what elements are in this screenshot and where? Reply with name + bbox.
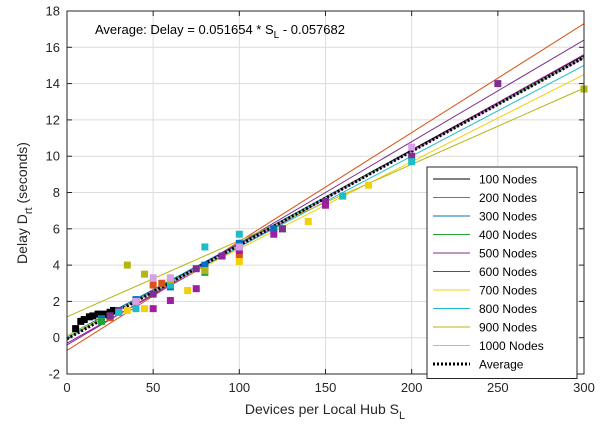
data-point [89,312,97,320]
y-tick-label: 2 [53,294,60,309]
y-tick-label: 18 [46,4,60,19]
data-point [158,279,166,287]
data-point [80,316,88,324]
data-point [132,305,140,313]
data-point [201,243,209,251]
y-tick-label: 10 [46,149,60,164]
legend-label: Average [479,358,524,372]
data-point [149,281,157,289]
data-point [110,306,118,314]
legend-label: 800 Nodes [479,302,537,316]
data-point [218,252,226,260]
data-point [304,218,312,226]
data-point [235,257,243,265]
x-tick-label: 300 [573,380,595,395]
data-point [166,274,174,282]
data-point [106,312,114,320]
data-point [201,261,209,269]
x-tick-label: 200 [401,380,423,395]
x-tick-label: 50 [146,380,160,395]
legend-label: 600 Nodes [479,265,537,279]
data-point [235,239,243,247]
data-point [166,281,174,289]
data-point [141,305,149,313]
data-point [235,247,243,255]
annotation-suffix: - 0.057682 [279,22,345,37]
y-tick-label: 16 [46,40,60,55]
y-axis-label: Delay Drt (seconds) [14,142,35,264]
data-point [322,201,329,209]
data-point [235,243,243,251]
legend-box [426,166,578,379]
y-tick-label: 8 [53,185,60,200]
legend-label: 900 Nodes [479,321,537,335]
x-axis-label-sub: L [399,410,405,422]
data-point [408,152,416,160]
data-point [235,230,243,238]
legend-label: 700 Nodes [479,284,537,298]
legend-label: 300 Nodes [479,210,537,224]
annotation-prefix: Average: Delay = 0.051654 * S [95,22,274,37]
data-point [184,287,192,295]
y-axis-label-sub: rt [23,207,35,214]
x-tick-label: 250 [487,380,509,395]
y-tick-label: 14 [46,76,60,91]
data-point [494,80,502,88]
legend-label: 100 Nodes [479,173,537,187]
y-tick-label: 0 [53,330,60,345]
y-tick-label: -2 [48,367,60,382]
data-point [270,225,278,233]
legend-label: 500 Nodes [479,247,537,261]
data-point [123,261,131,269]
data-point [278,225,286,233]
data-point [408,158,416,166]
data-point [192,265,200,273]
legend-label: 400 Nodes [479,228,537,242]
data-point [408,143,416,151]
y-axis-label-suffix: (seconds) [14,142,30,207]
x-tick-label: 100 [228,380,250,395]
data-point [149,290,157,298]
legend-label: 1000 Nodes [479,339,544,353]
y-tick-label: 12 [46,112,60,127]
y-axis-label-main: Delay D [14,214,30,264]
data-point [322,198,329,206]
x-axis-label-main: Devices per Local Hub S [245,401,399,417]
data-point [149,305,157,313]
data-point [123,306,131,314]
x-tick-label: 0 [63,380,70,395]
data-point [166,296,174,304]
x-axis-label: Devices per Local Hub SL [245,401,405,422]
data-point [235,252,243,260]
data-point [201,267,209,275]
legend-label: 200 Nodes [479,191,537,205]
y-tick-label: 6 [53,221,60,236]
data-point [339,192,347,200]
data-point [192,285,200,293]
data-point [115,308,123,316]
data-point [270,230,278,238]
data-points [72,80,588,333]
data-point [149,274,157,282]
data-point [101,310,109,318]
data-point [72,325,80,333]
data-point [97,317,105,325]
legend: 100 Nodes 200 Nodes 300 Nodes 400 Nodes 500 … [426,166,578,379]
annotation-sub: L [274,30,280,41]
annotation-text: Average: Delay = 0.051654 * SL - 0.05768… [95,22,345,41]
y-tick-label: 4 [53,258,60,273]
x-tick-label: 150 [315,380,337,395]
data-point [141,270,149,278]
data-point [365,181,373,189]
data-point [132,297,140,305]
